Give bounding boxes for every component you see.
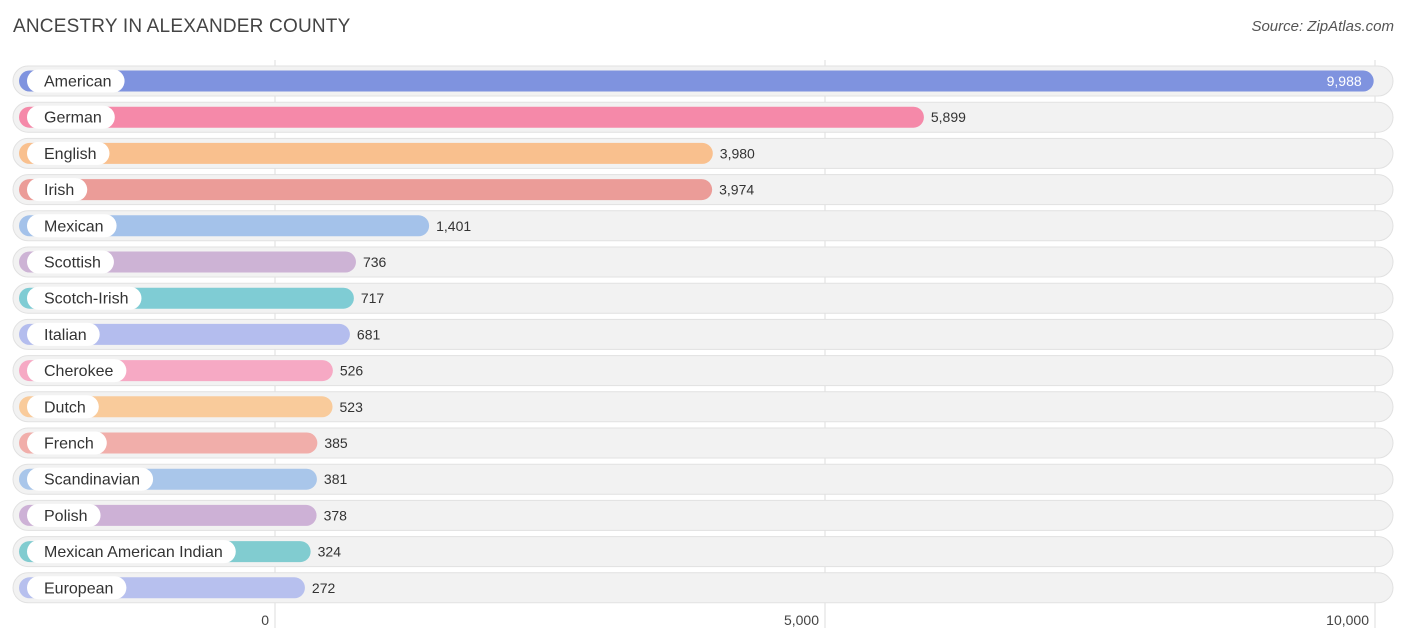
value-label: 3,980	[720, 145, 755, 161]
bar-rows: American 9,988 German 5,899 English 3,980 Iris…	[12, 65, 1394, 604]
bar-row: Mexican 1,401	[12, 210, 1394, 242]
label-pill	[27, 359, 127, 383]
category-label: English	[44, 146, 96, 163]
value-label: 272	[312, 580, 336, 596]
bar	[19, 106, 924, 128]
bar-track	[12, 427, 1394, 459]
bar	[19, 215, 430, 237]
category-label: Irish	[44, 182, 74, 199]
chart-source: Source: ZipAtlas.com	[1251, 18, 1394, 35]
category-label: Scottish	[44, 255, 101, 272]
category-label: Mexican	[44, 218, 104, 235]
bar-row: Mexican American Indian 324	[12, 536, 1394, 568]
category-label: Dutch	[44, 399, 86, 416]
category-label: Italian	[44, 327, 87, 344]
value-label: 3,974	[719, 182, 754, 198]
value-label: 523	[340, 399, 364, 415]
value-label: 1,401	[436, 218, 471, 234]
bar-row: English 3,980	[12, 137, 1394, 169]
label-pill	[27, 69, 125, 93]
value-label: 385	[324, 435, 348, 451]
value-label: 381	[324, 471, 348, 487]
bar-row: Irish 3,974	[12, 174, 1394, 206]
label-pill	[27, 576, 127, 600]
label-pill	[27, 105, 115, 129]
value-label: 717	[361, 290, 385, 306]
label-pill	[27, 178, 88, 202]
bar-track	[12, 391, 1394, 423]
category-label: Polish	[44, 508, 88, 525]
category-label: Scotch-Irish	[44, 291, 128, 308]
bar-row: Polish 378	[12, 499, 1394, 531]
category-label: French	[44, 436, 94, 453]
x-tick-label: 10,000	[1326, 612, 1369, 628]
bar-row: Dutch 523	[12, 391, 1394, 423]
bar-track	[12, 463, 1394, 495]
category-label: German	[44, 110, 102, 127]
category-label: Mexican American Indian	[44, 544, 223, 561]
category-label: Scandinavian	[44, 472, 140, 489]
label-pill	[27, 286, 142, 310]
value-label: 681	[357, 326, 381, 342]
bar-track	[12, 318, 1394, 350]
bar-row: Italian 681	[12, 318, 1394, 350]
category-label: American	[44, 74, 112, 91]
label-pill	[27, 214, 117, 238]
label-pill	[27, 503, 101, 527]
bar-track	[12, 246, 1394, 278]
label-pill	[27, 431, 107, 455]
bar	[19, 70, 1374, 92]
bar-row: American 9,988	[12, 65, 1394, 97]
category-label: European	[44, 580, 113, 597]
bar-row: Scotch-Irish 717	[12, 282, 1394, 314]
bar	[19, 323, 350, 345]
x-axis-ticks: 0 5,000 10,000	[261, 612, 1369, 628]
bar-track	[12, 355, 1394, 387]
bar-row: European 272	[12, 572, 1394, 604]
value-label: 9,988	[1327, 73, 1362, 89]
bar-row: French 385	[12, 427, 1394, 459]
x-tick-label: 5,000	[784, 612, 819, 628]
bar-track	[12, 536, 1394, 568]
category-label: Cherokee	[44, 363, 113, 380]
value-label: 5,899	[931, 109, 966, 125]
label-pill	[27, 467, 154, 491]
value-label: 324	[318, 544, 342, 560]
bar-track	[12, 572, 1394, 604]
value-label: 526	[340, 363, 364, 379]
label-pill	[27, 322, 100, 346]
value-label: 736	[363, 254, 387, 270]
label-pill	[27, 540, 236, 564]
label-pill	[27, 141, 110, 165]
bar-row: German 5,899	[12, 101, 1394, 133]
chart-title: ANCESTRY IN ALEXANDER COUNTY	[13, 16, 351, 37]
value-label: 378	[324, 507, 348, 523]
x-tick-label: 0	[261, 612, 269, 628]
bar-track	[12, 499, 1394, 531]
bar-row: Scandinavian 381	[12, 463, 1394, 495]
bar-row: Cherokee 526	[12, 355, 1394, 387]
bar-track	[12, 282, 1394, 314]
bar	[19, 142, 713, 164]
bar	[19, 179, 713, 201]
label-pill	[27, 395, 99, 419]
label-pill	[27, 250, 114, 274]
bar-row: Scottish 736	[12, 246, 1394, 278]
